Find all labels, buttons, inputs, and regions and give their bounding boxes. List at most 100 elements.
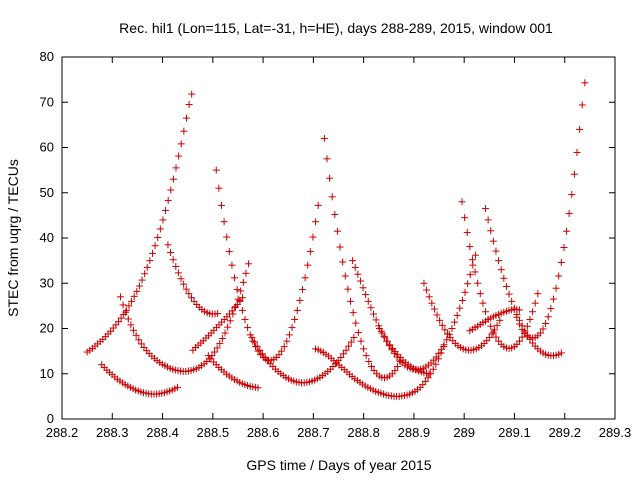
data-point <box>497 266 505 274</box>
data-point <box>461 214 469 222</box>
data-point <box>570 170 578 178</box>
data-point <box>437 345 445 353</box>
data-point <box>293 306 301 314</box>
x-tick-label: 288.2 <box>46 425 79 440</box>
data-point <box>231 303 239 311</box>
data-point <box>226 317 234 325</box>
data-point <box>331 210 339 218</box>
data-point <box>421 377 429 385</box>
data-point <box>471 268 479 276</box>
data-point <box>425 293 433 301</box>
data-point <box>461 288 469 296</box>
x-axis-label: GPS time / Days of year 2015 <box>246 457 431 473</box>
data-point <box>516 337 524 345</box>
data-point <box>253 342 261 350</box>
data-point <box>360 345 368 353</box>
data-point <box>576 125 584 133</box>
data-point <box>239 278 247 286</box>
data-point <box>466 271 474 279</box>
data-point <box>220 218 228 226</box>
data-point <box>357 337 365 345</box>
data-point <box>132 331 140 339</box>
data-point <box>217 201 225 209</box>
data-point <box>557 349 565 357</box>
data-point <box>354 270 362 278</box>
x-tick-label: 288.3 <box>96 425 129 440</box>
data-point <box>573 148 581 156</box>
data-point <box>135 282 143 290</box>
data-point <box>288 324 296 332</box>
data-point <box>508 297 516 305</box>
data-point <box>244 324 252 332</box>
data-point <box>146 257 154 265</box>
data-point <box>119 301 127 309</box>
data-point <box>448 325 456 332</box>
data-point <box>364 297 372 305</box>
data-point <box>180 280 188 288</box>
data-point <box>130 292 138 300</box>
data-point <box>428 299 436 307</box>
data-point <box>224 323 232 331</box>
data-point <box>365 358 373 366</box>
data-point <box>116 293 124 301</box>
data-point <box>350 334 358 342</box>
data-point <box>228 261 236 269</box>
data-point <box>349 309 357 317</box>
data-point <box>349 257 357 265</box>
data-point <box>515 306 523 314</box>
data-point <box>466 243 474 251</box>
data-point <box>375 325 383 332</box>
data-point <box>211 348 219 356</box>
data-point <box>336 243 344 251</box>
x-tick-label: 288.8 <box>347 425 380 440</box>
data-point <box>432 353 440 361</box>
data-point <box>333 227 341 235</box>
data-point <box>175 152 183 160</box>
data-point <box>162 206 170 214</box>
data-point <box>482 205 490 213</box>
data-point <box>495 257 503 265</box>
data-point <box>489 328 497 336</box>
data-point <box>423 286 431 294</box>
data-point <box>484 315 492 323</box>
data-point <box>254 384 262 392</box>
data-point <box>471 251 479 259</box>
data-point <box>242 269 250 277</box>
data-point <box>356 277 364 285</box>
data-point <box>241 315 249 323</box>
data-point <box>164 241 172 249</box>
data-point <box>458 198 466 206</box>
data-point <box>323 155 331 163</box>
data-point <box>137 340 145 348</box>
data-point <box>347 297 355 305</box>
data-point <box>138 276 146 284</box>
data-point <box>493 321 501 329</box>
data-point <box>489 237 497 245</box>
data-point <box>169 256 177 264</box>
data-point <box>479 299 487 307</box>
data-point <box>312 218 320 226</box>
data-point <box>513 310 521 318</box>
data-point <box>531 299 539 307</box>
plot-area <box>61 56 616 420</box>
data-point <box>124 315 132 323</box>
data-point <box>216 339 224 347</box>
data-point <box>464 280 472 288</box>
data-point <box>367 304 375 312</box>
data-point <box>433 311 441 319</box>
data-point <box>345 342 353 350</box>
data-point <box>347 338 355 346</box>
data-point <box>174 269 182 277</box>
data-point <box>381 333 389 341</box>
data-point <box>128 297 136 305</box>
data-point <box>351 263 359 271</box>
data-point <box>485 334 493 342</box>
data-point <box>320 134 328 142</box>
data-point <box>557 258 565 266</box>
data-point <box>429 365 437 373</box>
data-point <box>122 306 130 314</box>
x-tick-label: 288.6 <box>247 425 280 440</box>
data-point <box>468 256 476 264</box>
data-point <box>394 363 402 371</box>
data-point <box>362 352 370 360</box>
